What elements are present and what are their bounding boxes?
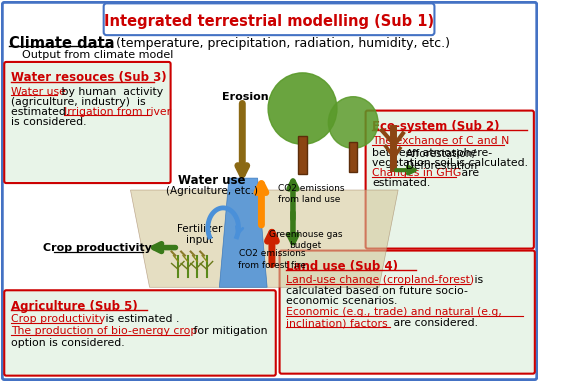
Text: Crop productivity: Crop productivity (43, 243, 151, 253)
FancyBboxPatch shape (2, 2, 537, 380)
Text: estimated.: estimated. (373, 178, 430, 188)
Text: Irrigation from river: Irrigation from river (65, 107, 172, 117)
Text: calculated based on future socio-: calculated based on future socio- (286, 286, 468, 296)
Text: for mitigation: for mitigation (190, 326, 267, 336)
FancyBboxPatch shape (104, 3, 434, 35)
Text: by human  activity: by human activity (58, 87, 163, 97)
Text: The exchange of C and N: The exchange of C and N (373, 136, 510, 146)
Text: Land-use change (cropland-forest): Land-use change (cropland-forest) (286, 275, 475, 285)
Text: Water use: Water use (178, 173, 246, 186)
Text: Output from climate model: Output from climate model (22, 50, 174, 60)
Polygon shape (131, 190, 398, 287)
Text: (Agriculture, etc.): (Agriculture, etc.) (165, 186, 257, 196)
Polygon shape (219, 178, 267, 287)
Text: Climate data: Climate data (9, 36, 114, 50)
Bar (350, 142, 357, 172)
Text: Afforestation/
Deforestation: Afforestation/ Deforestation (406, 149, 477, 171)
Text: Land use (Sub 4): Land use (Sub 4) (286, 260, 398, 273)
Text: vegetation-soil is calculated.: vegetation-soil is calculated. (373, 158, 528, 168)
Text: are considered.: are considered. (390, 318, 479, 328)
Text: Eco-system (Sub 2): Eco-system (Sub 2) (373, 120, 500, 133)
Text: Integrated terrestrial modelling (Sub 1): Integrated terrestrial modelling (Sub 1) (104, 14, 434, 29)
FancyBboxPatch shape (4, 290, 276, 376)
Text: is: is (471, 275, 483, 285)
Bar (298, 136, 307, 174)
Text: Water use: Water use (11, 87, 66, 97)
Text: is estimated .: is estimated . (102, 314, 179, 324)
Text: Changes in GHG: Changes in GHG (373, 168, 462, 178)
Text: Agriculture (Sub 5): Agriculture (Sub 5) (11, 299, 137, 312)
Text: Crop productivity: Crop productivity (11, 314, 105, 324)
Text: Water resouces (Sub 3): Water resouces (Sub 3) (11, 71, 167, 84)
FancyBboxPatch shape (4, 62, 171, 183)
Text: between atmosphere-: between atmosphere- (373, 148, 493, 158)
Circle shape (268, 73, 337, 144)
Text: Fertilizer
input: Fertilizer input (177, 224, 222, 246)
Text: Erosion: Erosion (222, 92, 269, 102)
Text: (temperature, precipitation, radiation, humidity, etc.): (temperature, precipitation, radiation, … (112, 37, 450, 50)
FancyBboxPatch shape (366, 111, 534, 249)
Text: Economic (e.g., trade) and natural (e.g,: Economic (e.g., trade) and natural (e.g, (286, 307, 502, 317)
Text: option is considered.: option is considered. (11, 338, 125, 348)
Text: CO2 emissions
from forest fire: CO2 emissions from forest fire (238, 249, 306, 270)
FancyBboxPatch shape (279, 251, 535, 374)
Text: estimated.: estimated. (11, 107, 73, 117)
Text: (agriculture, industry)  is: (agriculture, industry) is (11, 97, 145, 107)
Text: Greenhouse gas
budget: Greenhouse gas budget (269, 230, 342, 250)
Text: The production of bio-energy crop: The production of bio-energy crop (11, 326, 197, 336)
Text: CO2 emissions
from land use: CO2 emissions from land use (278, 184, 344, 204)
Text: economic scenarios.: economic scenarios. (286, 296, 398, 306)
Text: is considered.: is considered. (11, 117, 86, 126)
Text: inclination) factors: inclination) factors (286, 318, 388, 328)
Text: are: are (458, 168, 480, 178)
Circle shape (328, 97, 378, 148)
